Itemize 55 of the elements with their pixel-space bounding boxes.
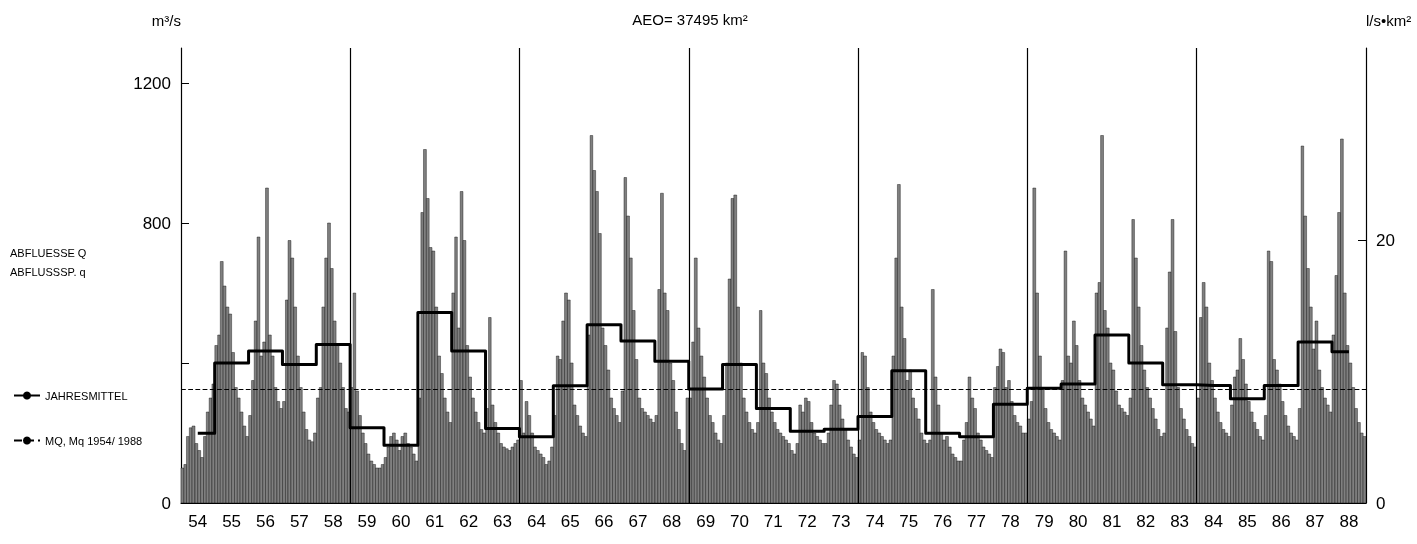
x-tick-label: 74 (865, 512, 885, 531)
y2-tick-label: 0 (1376, 493, 1386, 513)
x-tick-label: 83 (1170, 512, 1190, 531)
x-tick-label: 80 (1068, 512, 1088, 531)
x-tick-label: 59 (357, 512, 377, 531)
y-tick-label: 0 (161, 493, 171, 513)
x-tick-label: 81 (1102, 512, 1122, 531)
x-tick-label: 86 (1271, 512, 1291, 531)
y-tick-label: 800 (142, 213, 171, 233)
x-tick-label: 60 (391, 512, 411, 531)
x-tick-label: 56 (256, 512, 275, 531)
x-tick-label: 68 (662, 512, 682, 531)
x-tick-label: 76 (933, 512, 953, 531)
x-tick-label: 85 (1237, 512, 1257, 531)
y-tick-label: 1200 (133, 73, 171, 93)
y2-tick-label: 20 (1376, 231, 1395, 251)
x-tick-label: 67 (628, 512, 648, 531)
x-tick-label: 58 (323, 512, 343, 531)
y2-axis-title: l/s•km² (1366, 12, 1412, 29)
y-axis-title: m³/s (151, 12, 181, 29)
x-tick-label: 77 (967, 512, 986, 531)
text: ABFLUESSE Q (10, 246, 87, 259)
x-tick-label: 64 (526, 512, 546, 531)
legend-label: JAHRESMITTEL (45, 389, 128, 402)
x-tick-label: 57 (289, 512, 309, 531)
bar (541, 457, 546, 504)
x-tick-label: 71 (763, 512, 783, 531)
x-tick-label: 65 (560, 512, 580, 531)
x-tick-label: 54 (188, 512, 208, 531)
x-tick-label: 69 (696, 512, 716, 531)
x-tick-label: 88 (1339, 512, 1359, 531)
x-tick-label: 73 (831, 512, 851, 531)
x-tick-label: 61 (425, 512, 445, 531)
x-tick-label: 84 (1204, 512, 1223, 531)
x-tick-label: 82 (1136, 512, 1156, 531)
x-tick-label: 55 (222, 512, 242, 531)
x-tick-label: 63 (493, 512, 512, 531)
x-tick-label: 87 (1305, 512, 1325, 531)
bar (953, 457, 958, 504)
text: AEO= 37495 km² (632, 11, 748, 28)
legend-label: MQ, Mq 1954/ 1988 (45, 434, 143, 447)
bar (1052, 432, 1056, 504)
x-tick-label: 78 (1000, 512, 1020, 531)
bar (942, 439, 946, 504)
x-tick-label: 66 (594, 512, 614, 531)
text: ABFLUSSSP. q (10, 265, 86, 278)
x-tick-label: 75 (899, 512, 919, 531)
x-tick-label: 72 (797, 512, 817, 531)
x-tick-label: 70 (730, 512, 749, 531)
bar (821, 443, 825, 504)
bar (883, 439, 887, 504)
bar (984, 450, 989, 504)
bar (784, 439, 788, 504)
x-tick-label: 79 (1034, 512, 1054, 531)
x-tick-label: 62 (459, 512, 479, 531)
